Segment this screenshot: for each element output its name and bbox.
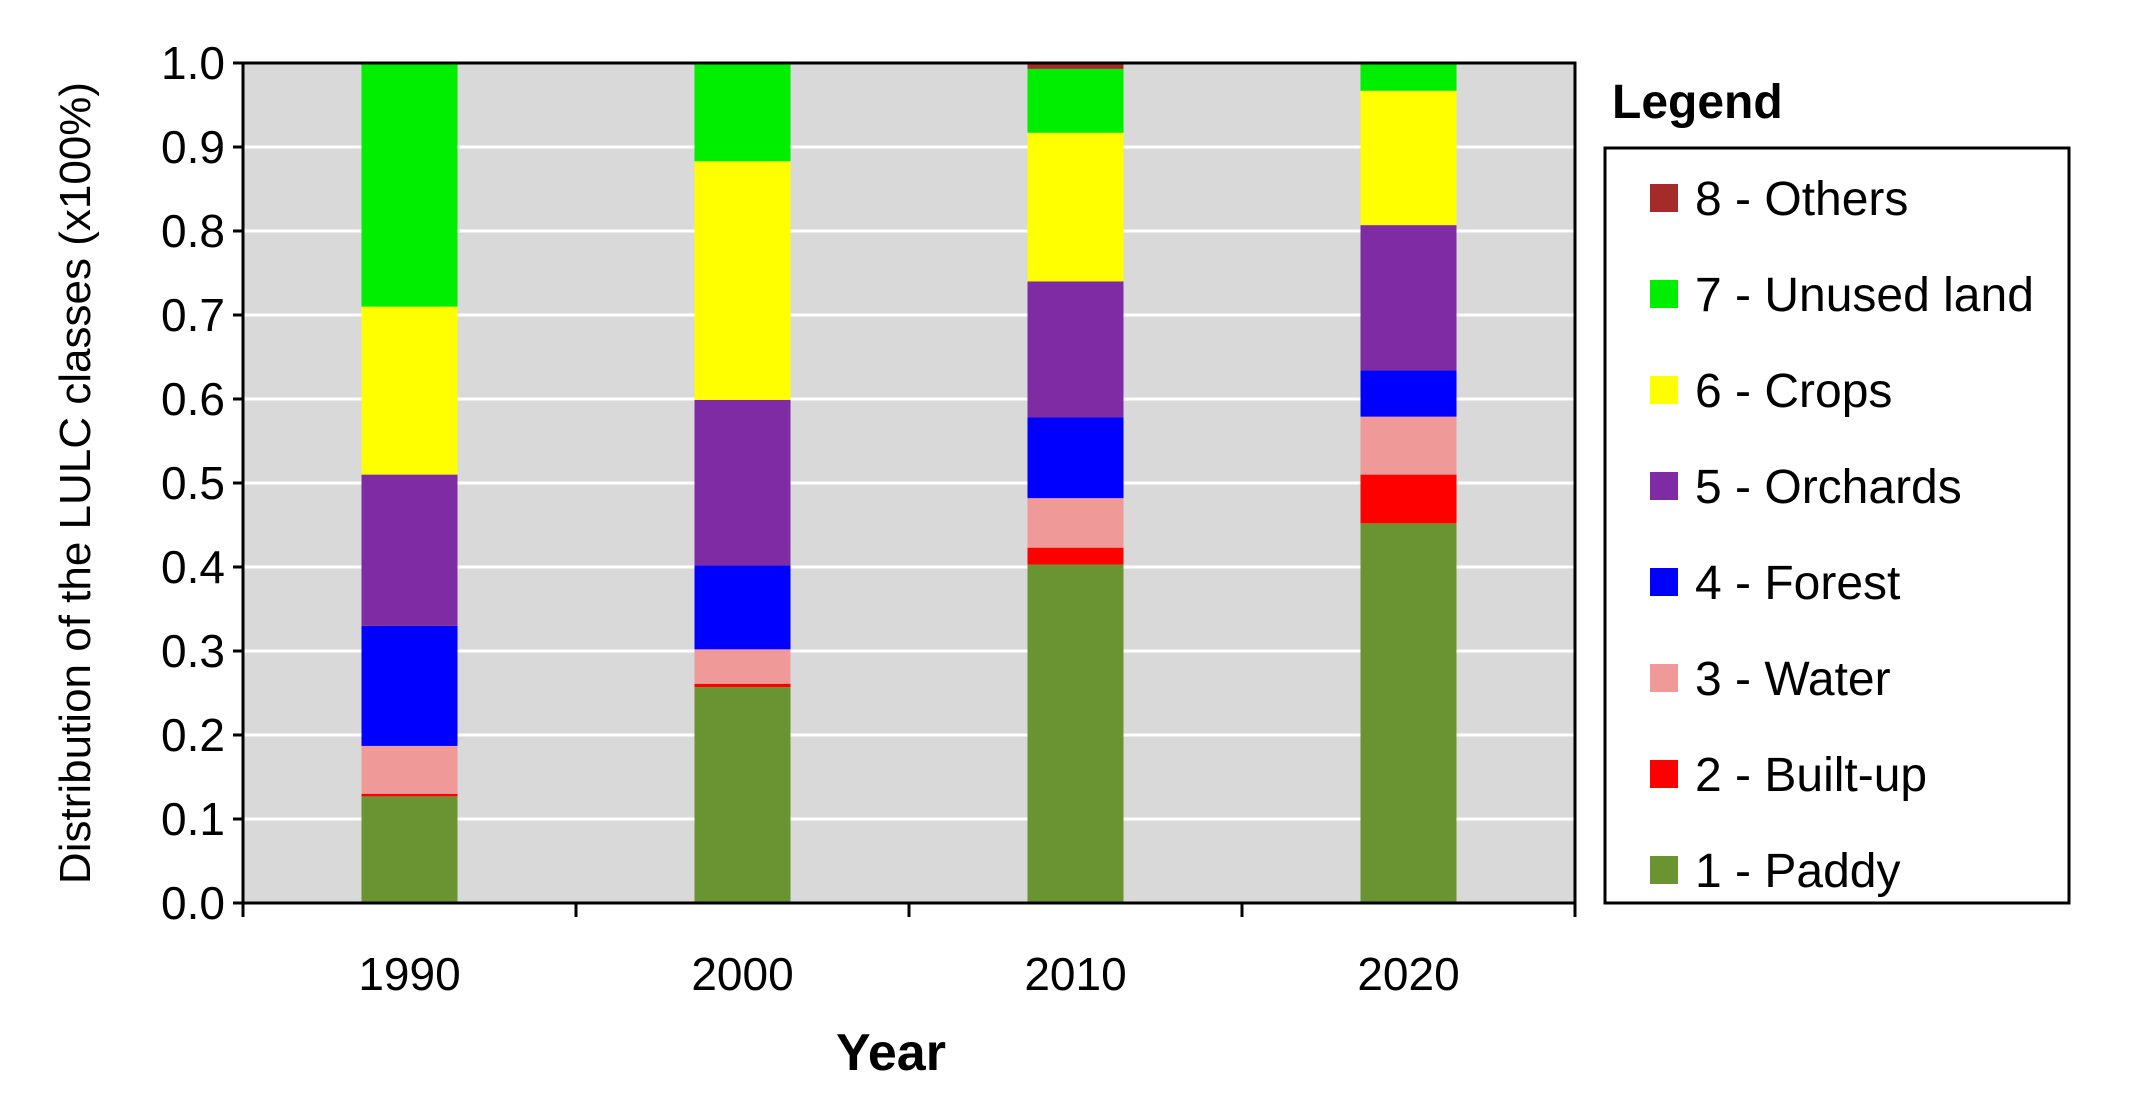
y-tick-label: 0.0 [161,877,225,929]
legend-swatch [1650,184,1678,212]
bar-segment [694,649,791,684]
x-tick-label: 1990 [358,948,460,1000]
y-tick-label: 1.0 [161,37,225,89]
bar-segment [1027,132,1124,282]
y-tick-label: 0.9 [161,121,225,173]
legend-swatch [1650,472,1678,500]
bar-segment [1360,370,1457,417]
legend-label: 2 - Built-up [1695,749,1927,802]
y-tick-label: 0.8 [161,205,225,257]
bar-segment [1027,68,1124,133]
y-tick-label: 0.2 [161,709,225,761]
legend-label: 6 - Crops [1695,365,1892,418]
bar-segment [361,63,458,307]
legend-title: Legend [1612,76,1783,129]
legend-label: 8 - Others [1695,173,1908,226]
bar-segment [694,63,791,162]
y-axis: 0.0 0.1 0.2 0.3 0.4 0.5 0.6 0.7 0.8 0.9 1.0 [161,37,243,929]
bar-segment [361,474,458,626]
y-tick-label: 0.7 [161,289,225,341]
bar-segment [1027,564,1124,903]
bar-segment [1360,90,1457,226]
bar-segment [1360,63,1457,91]
legend-swatch [1650,568,1678,596]
x-tick-label: 2000 [691,948,793,1000]
gridlines [243,145,1575,821]
bar-segment [361,306,458,475]
bar-segment [694,683,791,688]
x-axis-title: Year [836,1024,946,1082]
x-tick-label: 2010 [1024,948,1126,1000]
legend-swatch [1650,856,1678,884]
bar-segment [694,687,791,903]
bar-segment [1360,225,1457,371]
bar-segment [361,793,458,797]
legend-swatch [1650,664,1678,692]
bar-segment [1027,498,1124,548]
legend-label: 3 - Water [1695,653,1891,706]
legend-swatch [1650,376,1678,404]
legend-label: 1 - Paddy [1695,845,1900,898]
bar-segment [1027,63,1124,69]
bar-segment [694,161,791,400]
y-axis-title: Distribution of the LULC classes (x100%) [51,82,100,884]
legend-swatch [1650,760,1678,788]
bar-segment [361,796,458,903]
bar-segment [694,565,791,650]
bar-segment [1027,281,1124,418]
legend-items: 8 - Others 7 - Unused land 6 - Crops 5 - Or… [1650,173,2034,898]
x-tick-label: 2020 [1357,948,1459,1000]
y-tick-label: 0.5 [161,457,225,509]
legend-label: 4 - Forest [1695,557,1900,610]
bar-segment [1027,547,1124,565]
x-axis: 1990 2000 2010 2020 [241,903,1577,1000]
bars [361,63,1457,903]
y-tick-label: 0.3 [161,625,225,677]
bar-segment [361,745,458,794]
bar-segment [361,625,458,746]
legend-box [1603,146,2071,905]
bar-segment [1360,474,1457,524]
bar-segment [1360,523,1457,903]
bar-segment [1360,416,1457,475]
legend-swatch [1650,280,1678,308]
bar-segment [1027,417,1124,499]
y-tick-label: 0.1 [161,793,225,845]
y-tick-label: 0.6 [161,373,225,425]
legend-label: 5 - Orchards [1695,461,1962,514]
legend-label: 7 - Unused land [1695,269,2034,322]
bar-segment [694,399,791,566]
y-tick-label: 0.4 [161,541,225,593]
